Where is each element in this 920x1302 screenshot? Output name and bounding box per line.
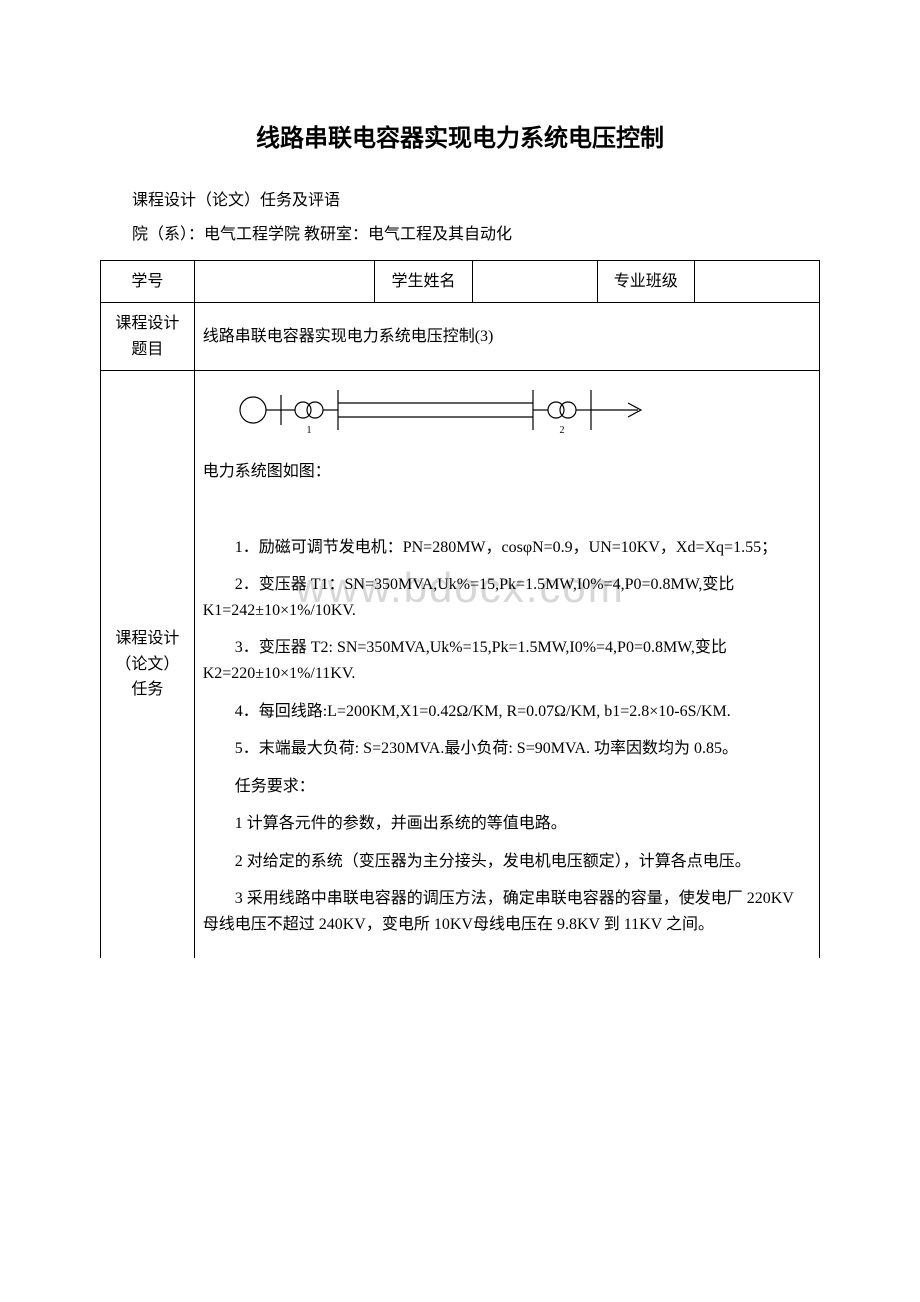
task-item-3: 3．变压器 T2: SN=350MVA,Uk%=15,Pk=1.5MW,I0%=… <box>203 635 811 686</box>
student-name-value <box>472 260 597 303</box>
t2-label: 2 <box>559 425 564 436</box>
task-req-heading: 任务要求： <box>203 774 811 800</box>
design-task-label: 课程设计（论文）任务 <box>101 371 195 958</box>
design-topic-label: 课程设计题目 <box>101 303 195 371</box>
task-item-2: 2．变压器 T1：SN=350MVA,Uk%=15,Pk=1.5MW,I0%=4… <box>203 572 811 623</box>
task-item-1: 1．励磁可调节发电机：PN=280MW，cosφN=0.9，UN=10KV，Xd… <box>203 535 811 561</box>
task-req-3: 3 采用线路中串联电容器的调压方法，确定串联电容器的容量，使发电厂 220KV … <box>203 886 811 937</box>
student-name-label: 学生姓名 <box>375 260 472 303</box>
table-row: 课程设计题目 线路串联电容器实现电力系统电压控制(3) <box>101 303 820 371</box>
task-item-5: 5．末端最大负荷: S=230MVA.最小负荷: S=90MVA. 功率因数均为… <box>203 736 811 762</box>
course-design-table: 学号 学生姓名 专业班级 课程设计题目 线路串联电容器实现电力系统电压控制(3)… <box>100 260 820 958</box>
t1-label: 1 <box>306 425 311 436</box>
table-row: 学号 学生姓名 专业班级 <box>101 260 820 303</box>
design-topic-value: 线路串联电容器实现电力系统电压控制(3) <box>194 303 819 371</box>
design-task-body: 1 <box>194 371 819 958</box>
meta-task-review: 课程设计（论文）任务及评语 <box>100 188 820 214</box>
document-title: 线路串联电容器实现电力系统电压控制 <box>100 120 820 158</box>
meta-department: 院（系）：电气工程学院 教研室：电气工程及其自动化 <box>100 222 820 248</box>
student-id-value <box>194 260 375 303</box>
task-req-1: 1 计算各元件的参数，并画出系统的等值电路。 <box>203 811 811 837</box>
student-id-label: 学号 <box>101 260 195 303</box>
class-label: 专业班级 <box>597 260 694 303</box>
circuit-svg: 1 <box>223 385 653 445</box>
table-row: 课程设计（论文）任务 <box>101 371 820 958</box>
diagram-caption: 电力系统图如图： <box>203 459 811 485</box>
task-item-4: 4．每回线路:L=200KM,X1=0.42Ω/KM, R=0.07Ω/KM, … <box>203 699 811 725</box>
task-req-2: 2 对给定的系统（变压器为主分接头，发电机电压额定），计算各点电压。 <box>203 849 811 875</box>
class-value <box>694 260 819 303</box>
system-diagram: 1 <box>203 385 811 445</box>
